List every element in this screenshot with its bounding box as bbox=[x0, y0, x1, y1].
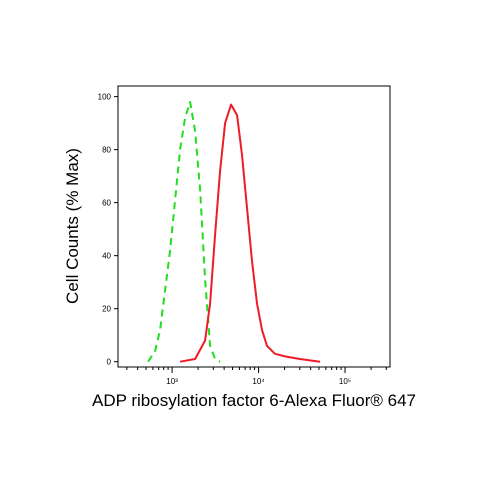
y-tick-label: 20 bbox=[102, 305, 111, 314]
series-line bbox=[179, 103, 321, 363]
plot-frame bbox=[117, 85, 391, 368]
x-tick-label: 10⁴ bbox=[252, 377, 265, 386]
y-tick-label: 80 bbox=[102, 146, 111, 155]
y-tick-label: 40 bbox=[102, 252, 111, 261]
y-tick-label: 0 bbox=[107, 358, 112, 367]
x-axis-label: ADP ribosylation factor 6-Alexa Fluor® 6… bbox=[92, 391, 416, 410]
x-tick-label: 10³ bbox=[166, 377, 178, 386]
y-tick-label: 100 bbox=[98, 93, 112, 102]
x-tick-label: 10⁵ bbox=[339, 377, 351, 386]
series-line bbox=[147, 100, 221, 363]
y-axis-label: Cell Counts (% Max) bbox=[63, 148, 82, 304]
y-tick-label: 60 bbox=[102, 199, 111, 208]
